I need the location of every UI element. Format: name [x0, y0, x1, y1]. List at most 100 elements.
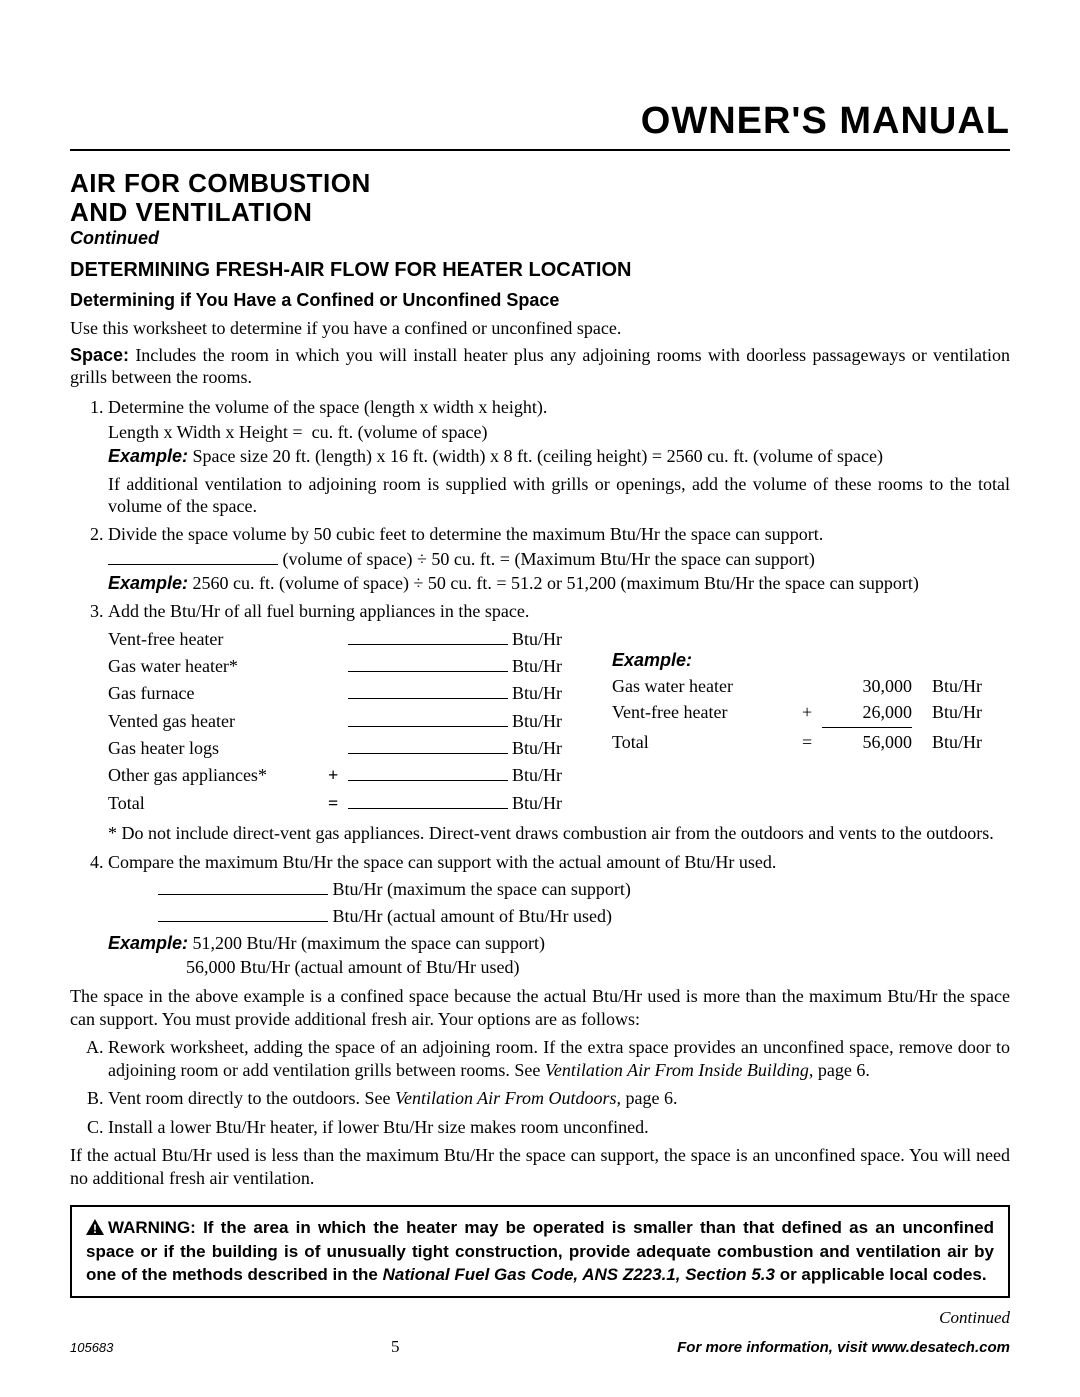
appliance-label: Gas water heater* [108, 654, 328, 678]
appliance-row: Gas heater logs Btu/Hr [108, 735, 562, 760]
step-1-text: Determine the volume of the space (lengt… [108, 397, 547, 417]
step-3: Add the Btu/Hr of all fuel burning appli… [108, 599, 1010, 816]
page-footer: 105683 5 For more information, visit www… [70, 1337, 1010, 1357]
step-4-example-a: 51,200 Btu/Hr (maximum the space can sup… [188, 933, 545, 953]
option-b: Vent room directly to the outdoors. See … [108, 1087, 1010, 1110]
appliance-op: + [328, 763, 348, 787]
example-row-op: + [792, 700, 822, 724]
space-label: Space: [70, 345, 129, 365]
example-row: Total=56,000Btu/Hr [612, 730, 1010, 754]
appliance-blank [348, 790, 508, 809]
example-row-value: 26,000 [822, 700, 912, 724]
step-2-example-text: 2560 cu. ft. (volume of space) ÷ 50 cu. … [188, 573, 919, 593]
example-row-op: = [792, 730, 822, 754]
step-2-suffix: (volume of space) ÷ 50 cu. ft. = (Maximu… [278, 549, 815, 569]
example-row-label: Gas water heater [612, 674, 792, 698]
step-2-example-label: Example: [108, 573, 188, 593]
appliance-unit: Btu/Hr [512, 627, 562, 651]
appliance-list: Vent-free heater Btu/Hr Gas water heater* B… [108, 624, 562, 817]
example-row-unit: Btu/Hr [912, 700, 1002, 724]
appliance-label: Gas heater logs [108, 736, 328, 760]
appliance-label: Gas furnace [108, 681, 328, 705]
step-1-example-label: Example: [108, 446, 188, 466]
heading-determining-flow: DETERMINING FRESH-AIR FLOW FOR HEATER LO… [70, 259, 1010, 282]
appliance-unit: Btu/Hr [512, 654, 562, 678]
continued-footer: Continued [70, 1308, 1010, 1328]
footer-info: For more information, visit www.desatech… [677, 1339, 1010, 1356]
appliance-label: Total [108, 791, 328, 815]
option-b-ref: Ventilation Air From Outdoors, [395, 1088, 621, 1108]
warning-text-post: or applicable local codes. [775, 1265, 987, 1284]
step-3-example-table: Example: Gas water heater30,000Btu/HrVen… [612, 648, 1010, 754]
appliance-row: Total= Btu/Hr [108, 790, 562, 815]
appliance-blank [348, 653, 508, 672]
step-4-suffix-b: Btu/Hr (actual amount of Btu/Hr used) [328, 906, 612, 926]
warning-code-ref: National Fuel Gas Code, ANS Z223.1, Sect… [383, 1265, 775, 1284]
step-2-text: Divide the space volume by 50 cubic feet… [108, 524, 823, 544]
step-4-suffix-a: Btu/Hr (maximum the space can support) [328, 879, 631, 899]
step-2: Divide the space volume by 50 cubic feet… [108, 522, 1010, 596]
appliance-label: Vent-free heater [108, 627, 328, 651]
appliance-unit: Btu/Hr [512, 709, 562, 733]
option-a-ref: Ventilation Air From Inside Building, [545, 1060, 814, 1080]
appliance-blank [348, 762, 508, 781]
example-row-value: 30,000 [822, 674, 912, 698]
appliance-unit: Btu/Hr [512, 736, 562, 760]
step-4-blank-b [158, 903, 328, 922]
appliance-row: Other gas appliances*+Btu/Hr [108, 762, 562, 787]
example-row-unit: Btu/Hr [912, 730, 1002, 754]
example-row-value: 56,000 [822, 730, 912, 754]
appliance-op: = [328, 791, 348, 815]
appliance-label: Vented gas heater [108, 709, 328, 733]
step-3-text: Add the Btu/Hr of all fuel burning appli… [108, 601, 529, 621]
step-4-example-label: Example: [108, 933, 188, 953]
example-row-label: Total [612, 730, 792, 754]
option-b-pre: Vent room directly to the outdoors. See [108, 1088, 395, 1108]
example-row: Gas water heater 30,000Btu/Hr [612, 674, 1010, 698]
step-2-blank [108, 546, 278, 565]
appliance-blank [348, 735, 508, 754]
svg-text:!: ! [93, 1222, 97, 1235]
step-4-example-b: 56,000 Btu/Hr (actual amount of Btu/Hr u… [186, 955, 1010, 979]
option-c: Install a lower Btu/Hr heater, if lower … [108, 1116, 1010, 1139]
warning-label: WARNING: [108, 1218, 203, 1237]
step-1-note: If additional ventilation to adjoining r… [108, 473, 1010, 518]
section-title: AIR FOR COMBUSTION AND VENTILATION [70, 169, 430, 226]
appliance-unit: Btu/Hr [512, 763, 562, 787]
appliance-unit: Btu/Hr [512, 791, 562, 815]
space-text: Includes the room in which you will inst… [70, 345, 1010, 388]
step-1-example-text: Space size 20 ft. (length) x 16 ft. (wid… [188, 446, 883, 466]
footer-doc-num: 105683 [70, 1340, 113, 1355]
step-1-formula-suffix: cu. ft. (volume of space) [307, 422, 487, 442]
warning-icon: ! [86, 1219, 104, 1241]
intro-text: Use this worksheet to determine if you h… [70, 317, 1010, 340]
step-1-formula-prefix: Length x Width x Height = [108, 422, 307, 442]
page-header-title: OWNER'S MANUAL [70, 100, 1010, 151]
step-3-footnote: * Do not include direct-vent gas applian… [108, 823, 1010, 844]
example-sum-line [822, 727, 912, 728]
option-a: Rework worksheet, adding the space of an… [108, 1036, 1010, 1081]
example-row-label: Vent-free heater [612, 700, 792, 724]
step-4-blank-a [158, 876, 328, 895]
appliance-unit: Btu/Hr [512, 681, 562, 705]
footer-page-num: 5 [391, 1337, 400, 1357]
step-1: Determine the volume of the space (lengt… [108, 395, 1010, 518]
space-definition: Space: Includes the room in which you wi… [70, 344, 1010, 389]
step-4-text: Compare the maximum Btu/Hr the space can… [108, 852, 776, 872]
option-a-post: page 6. [813, 1060, 869, 1080]
heading-confined-unconfined: Determining if You Have a Confined or Un… [70, 290, 1010, 311]
step-3-example-label: Example: [612, 648, 1010, 672]
appliance-row: Gas water heater* Btu/Hr [108, 653, 562, 678]
appliance-row: Vent-free heater Btu/Hr [108, 626, 562, 651]
appliance-blank [348, 626, 508, 645]
appliance-row: Vented gas heater Btu/Hr [108, 708, 562, 733]
appliance-blank [348, 708, 508, 727]
step-4: Compare the maximum Btu/Hr the space can… [108, 850, 1010, 979]
appliance-row: Gas furnace Btu/Hr [108, 680, 562, 705]
appliance-blank [348, 680, 508, 699]
warning-box: ! WARNING: If the area in which the heat… [70, 1205, 1010, 1297]
example-row-unit: Btu/Hr [912, 674, 1002, 698]
conclusion-para-1: The space in the above example is a conf… [70, 985, 1010, 1030]
conclusion-para-2: If the actual Btu/Hr used is less than t… [70, 1144, 1010, 1189]
example-row: Vent-free heater+26,000Btu/Hr [612, 700, 1010, 724]
